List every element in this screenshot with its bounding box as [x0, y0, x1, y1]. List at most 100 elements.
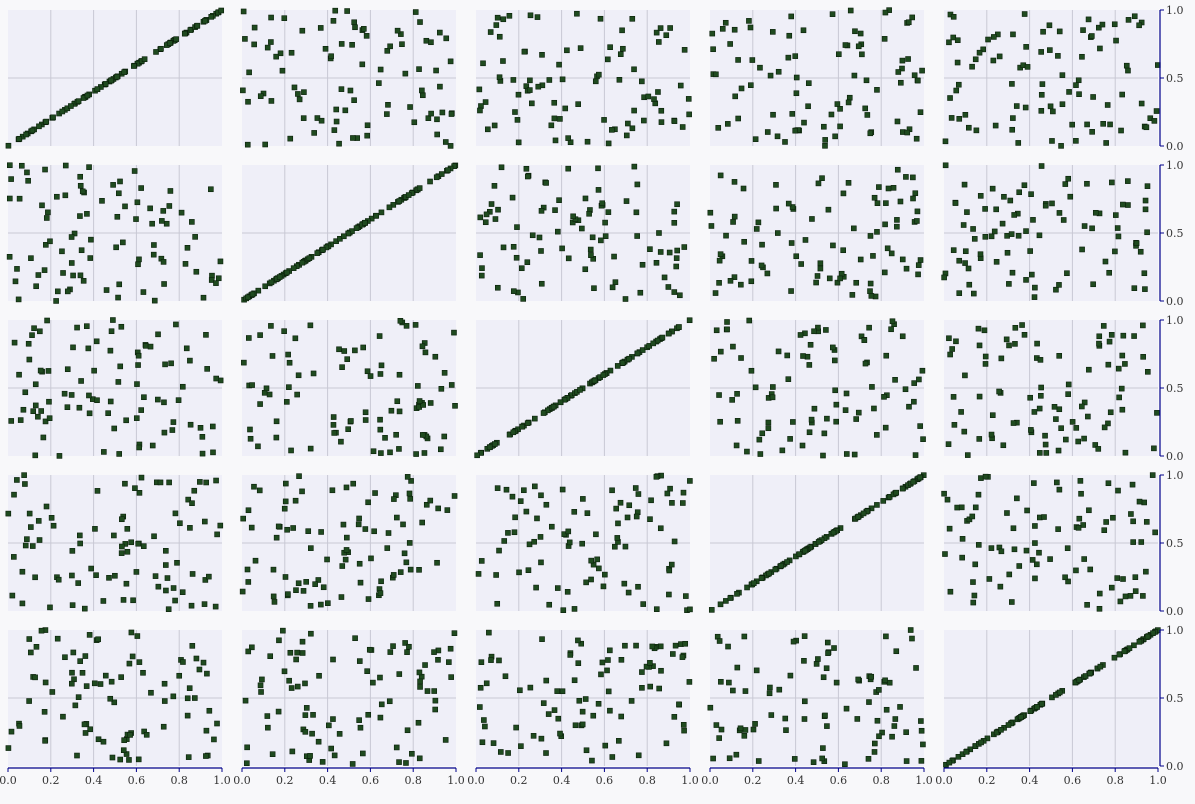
data-point: [264, 44, 271, 51]
data-point: [276, 637, 282, 644]
data-point: [5, 142, 12, 149]
data-point: [420, 402, 426, 408]
data-point: [905, 56, 911, 62]
data-point: [817, 265, 824, 272]
data-point: [819, 175, 825, 181]
data-point: [33, 283, 39, 290]
data-point: [919, 67, 925, 74]
data-point: [559, 76, 566, 83]
data-point: [478, 272, 485, 279]
data-point: [534, 515, 540, 522]
data-point: [378, 578, 384, 585]
data-point: [208, 277, 215, 283]
data-point: [1130, 518, 1136, 525]
data-point: [643, 663, 650, 670]
data-point: [416, 567, 422, 573]
data-point: [307, 603, 314, 609]
data-point: [496, 657, 502, 664]
data-point: [1120, 201, 1126, 208]
data-point: [262, 283, 268, 290]
data-point: [420, 92, 426, 99]
data-point: [442, 737, 449, 743]
data-point: [307, 445, 314, 452]
data-point: [602, 219, 608, 226]
data-point: [41, 709, 48, 715]
data-point: [377, 371, 384, 377]
data-point: [1084, 602, 1090, 608]
data-point: [493, 572, 499, 578]
data-point: [1142, 206, 1149, 213]
data-point: [914, 218, 920, 224]
data-point: [1144, 229, 1150, 236]
data-point: [245, 507, 252, 514]
data-point: [292, 335, 299, 342]
data-point: [817, 260, 824, 267]
data-point: [168, 360, 174, 367]
data-point: [151, 533, 157, 540]
data-point: [47, 238, 53, 245]
data-point: [602, 571, 608, 578]
data-point: [503, 486, 510, 493]
data-point: [737, 725, 744, 732]
data-point: [584, 138, 591, 145]
data-point: [212, 603, 219, 610]
data-point: [1151, 118, 1158, 124]
data-point: [793, 253, 800, 260]
data-point: [881, 394, 887, 400]
data-point: [738, 281, 744, 288]
data-point: [176, 672, 183, 679]
data-point: [1030, 217, 1036, 223]
data-point: [966, 281, 973, 288]
data-point: [21, 472, 27, 478]
data-point: [1024, 64, 1031, 70]
data-point: [822, 712, 828, 719]
data-point: [785, 54, 792, 61]
data-point: [611, 253, 617, 260]
data-point: [1087, 670, 1093, 677]
data-point: [295, 372, 302, 379]
data-point: [387, 449, 393, 456]
data-point: [998, 355, 1005, 362]
data-point: [510, 288, 517, 294]
data-point: [1059, 72, 1066, 78]
data-point: [26, 356, 33, 363]
data-point: [268, 323, 274, 329]
data-point: [41, 267, 48, 273]
data-point: [1127, 593, 1134, 599]
y-tick-label: 1.0: [1166, 469, 1184, 482]
data-point: [1036, 405, 1043, 412]
data-point: [135, 352, 142, 359]
data-point: [257, 93, 264, 99]
data-point: [876, 733, 882, 740]
data-point: [269, 751, 276, 758]
data-point: [127, 732, 133, 738]
data-point: [661, 274, 668, 281]
data-point: [24, 536, 30, 542]
x-tick-label: 0.2: [276, 774, 294, 787]
data-point: [833, 401, 840, 408]
data-point: [1065, 175, 1072, 182]
data-point: [401, 550, 408, 557]
data-point: [1009, 269, 1016, 276]
data-point: [1136, 498, 1143, 505]
data-point: [733, 442, 740, 449]
data-point: [404, 474, 411, 480]
data-point: [1119, 91, 1125, 98]
data-point: [538, 735, 545, 742]
data-point: [166, 479, 172, 486]
data-point: [77, 173, 84, 180]
data-point: [477, 704, 483, 710]
data-point: [412, 9, 419, 15]
data-point: [201, 601, 208, 607]
data-point: [734, 418, 741, 424]
data-point: [741, 238, 747, 245]
data-point: [988, 431, 995, 438]
data-point: [417, 19, 423, 25]
data-point: [857, 30, 864, 37]
data-point: [883, 352, 890, 359]
panel-r0-c0: [5, 7, 225, 149]
data-point: [135, 540, 142, 547]
data-point: [903, 729, 909, 735]
data-point: [756, 436, 763, 443]
data-point: [242, 36, 248, 42]
